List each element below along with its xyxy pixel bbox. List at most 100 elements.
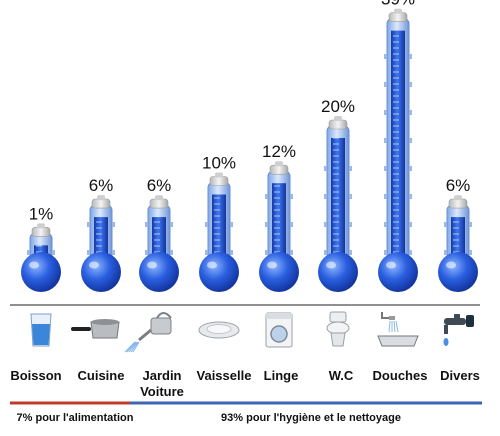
thermometer-cap — [448, 198, 468, 209]
tube-clip — [384, 222, 387, 227]
thermometer-liquid-bar — [391, 30, 405, 261]
group-label: 7% pour l'alimentation — [17, 412, 134, 424]
tube-clip — [409, 82, 412, 87]
thermometer-cap-knob — [97, 195, 105, 201]
thermometer-cap — [388, 12, 408, 22]
group-93-pour-l-hygi-ne-et-le-nettoyage: 93% pour l'hygiène et le nettoyage — [130, 401, 482, 424]
tube-clip — [205, 222, 208, 227]
value-label: 39% — [381, 0, 415, 9]
category-label-divers: Divers — [440, 368, 480, 383]
bulb-highlight — [267, 261, 277, 269]
thermometer-bulb — [438, 252, 478, 292]
tube-clip — [170, 222, 173, 227]
tube-clip — [52, 250, 55, 255]
tube-clip — [324, 166, 327, 171]
group-7-pour-l-alimentation: 7% pour l'alimentation — [10, 401, 134, 424]
bulb-highlight — [89, 261, 99, 269]
tube-clip — [290, 250, 293, 255]
tube-clip — [290, 222, 293, 227]
value-label: 1% — [29, 204, 54, 223]
thermometer-liquid-bar — [331, 138, 345, 260]
value-label: 20% — [321, 97, 355, 116]
tube-clip — [384, 166, 387, 171]
tube-clip — [87, 222, 90, 227]
tube-clip — [112, 250, 115, 255]
glass-of-water-icon — [30, 313, 52, 347]
tube-clip — [409, 194, 412, 199]
tube-clip — [384, 250, 387, 255]
thermometer-cap-knob — [394, 8, 402, 14]
tube-clip — [349, 194, 352, 199]
tube-clip — [409, 110, 412, 115]
watering-can-icon — [124, 312, 172, 353]
tube-clip — [265, 222, 268, 227]
faucet-icon — [443, 314, 474, 346]
tube-clip — [230, 250, 233, 255]
tube-clip — [265, 194, 268, 199]
tube-clip — [444, 250, 447, 255]
thermometer-cap-knob — [215, 172, 223, 178]
tube-clip — [324, 222, 327, 227]
group-label: 93% pour l'hygiène et le nettoyage — [221, 412, 401, 424]
thermometer-liquid-bar — [212, 194, 226, 260]
tube-clip — [469, 250, 472, 255]
category-label-jardin-voiture: Voiture — [140, 384, 184, 399]
thermometer-cap — [328, 119, 348, 130]
thermometer-cuisine: 6% — [81, 176, 121, 292]
tube-clip — [170, 250, 173, 255]
tube-clip — [349, 166, 352, 171]
tube-clip — [349, 222, 352, 227]
thermometer-bulb — [21, 252, 61, 292]
toilet-icon — [326, 311, 350, 347]
tube-clip — [324, 194, 327, 199]
thermometer-w-c: 20% — [318, 97, 358, 292]
shower-icon — [377, 312, 419, 347]
tube-clip — [409, 250, 412, 255]
tube-clip — [409, 138, 412, 143]
category-label-cuisine: Cuisine — [78, 368, 125, 383]
thermometer-cap-knob — [334, 116, 342, 121]
value-label: 6% — [89, 176, 114, 195]
thermometer-cap-knob — [37, 223, 45, 229]
thermometer-cap-knob — [155, 195, 163, 201]
tube-clip — [349, 250, 352, 255]
tube-clip — [87, 250, 90, 255]
bulb-highlight — [29, 261, 39, 269]
tube-clip — [112, 222, 115, 227]
tube-clip — [409, 166, 412, 171]
tube-clip — [384, 54, 387, 59]
tube-clip — [384, 110, 387, 115]
thermometer-bulb — [199, 252, 239, 292]
tube-clip — [444, 222, 447, 227]
tube-clip — [409, 54, 412, 59]
thermometer-layer: 1% 6% 6% 10% 12% 20% 39% 6% — [21, 0, 478, 292]
thermometer-bulb — [81, 252, 121, 292]
tube-clip — [205, 250, 208, 255]
value-label: 6% — [147, 176, 172, 195]
tube-clip — [409, 222, 412, 227]
tube-clip — [469, 222, 472, 227]
group-legend-layer: 7% pour l'alimentation 93% pour l'hygiène… — [10, 401, 482, 424]
thermometer-divers: 6% — [438, 176, 478, 292]
thermometer-jardin-voiture: 6% — [139, 176, 179, 292]
bulb-highlight — [147, 261, 157, 269]
plate-icon — [198, 321, 240, 339]
thermometer-vaisselle: 10% — [199, 154, 239, 292]
tube-clip — [324, 250, 327, 255]
thermometer-bulb — [259, 252, 299, 292]
tube-clip — [384, 194, 387, 199]
category-label-boisson: Boisson — [10, 368, 61, 383]
thermometer-cap — [149, 198, 169, 209]
thermometer-cap-knob — [275, 161, 283, 167]
thermometer-bulb — [139, 252, 179, 292]
value-label: 6% — [446, 176, 471, 195]
icon-layer — [30, 311, 474, 353]
value-label: 10% — [202, 154, 236, 173]
value-label: 12% — [262, 142, 296, 161]
category-label-vaisselle: Vaisselle — [197, 368, 252, 383]
thermometer-cap — [209, 176, 229, 186]
thermometer-douches: 39% — [378, 0, 418, 292]
tube-clip — [384, 82, 387, 87]
